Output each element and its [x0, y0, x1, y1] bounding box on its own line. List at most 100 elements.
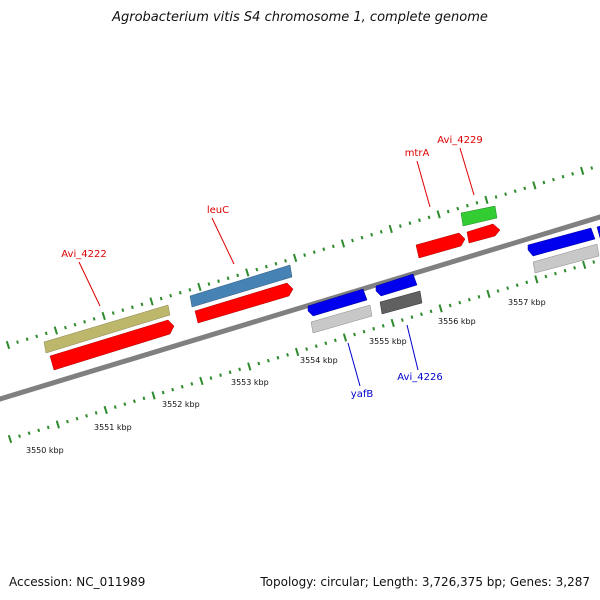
minor-tick	[542, 180, 546, 185]
minor-tick	[94, 411, 98, 415]
feature-lightgray-2[interactable]	[532, 243, 600, 274]
label-leuC: leuC	[207, 205, 229, 216]
minor-tick	[85, 414, 88, 418]
minor-tick	[219, 373, 222, 377]
minor-tick	[552, 177, 555, 182]
scale-label: 3557 kbp	[508, 298, 546, 307]
major-tick	[388, 224, 393, 234]
minor-tick	[362, 329, 366, 334]
gene-yafB[interactable]	[307, 288, 368, 317]
minor-tick	[523, 186, 527, 191]
minor-tick	[322, 247, 326, 252]
major-tick	[582, 260, 587, 269]
minor-tick	[171, 387, 175, 392]
gene-mtrA[interactable]	[415, 232, 466, 259]
minor-tick	[554, 271, 557, 276]
major-tick	[436, 210, 441, 219]
minor-tick	[351, 238, 354, 243]
scale-label: 3556 kbp	[438, 317, 476, 326]
reverse-strand-features	[307, 223, 600, 317]
major-tick	[199, 376, 204, 386]
minor-tick	[286, 353, 289, 357]
minor-tick	[178, 290, 182, 295]
minor-tick	[465, 203, 469, 208]
scale-label: 3552 kbp	[162, 400, 200, 409]
minor-tick	[372, 326, 376, 331]
feature-lightgray-1[interactable]	[310, 304, 373, 334]
minor-tick	[448, 303, 452, 308]
gene-leuC[interactable]	[194, 282, 294, 324]
minor-tick	[360, 235, 364, 240]
minor-tick	[161, 390, 165, 395]
major-tick	[5, 340, 11, 350]
label-leaders	[78, 147, 475, 387]
minor-tick	[475, 201, 479, 205]
forward-strand-features	[49, 223, 501, 371]
gene-right-blue-edge[interactable]	[596, 223, 600, 239]
feature-steelblue[interactable]	[189, 264, 293, 308]
major-tick	[340, 239, 346, 248]
minor-tick	[276, 355, 280, 360]
minor-tick	[563, 268, 567, 273]
major-tick	[292, 253, 298, 263]
upper-features	[43, 205, 498, 354]
major-tick	[55, 420, 60, 429]
minor-tick	[381, 324, 385, 328]
minor-tick	[92, 317, 96, 321]
minor-tick	[142, 396, 146, 401]
major-tick	[247, 362, 252, 371]
minor-tick	[418, 218, 421, 223]
minor-tick	[217, 279, 220, 283]
minor-tick	[140, 302, 144, 307]
feature-green[interactable]	[460, 205, 498, 227]
genome-backbone	[0, 214, 600, 402]
lower-features	[310, 243, 600, 334]
scale-label: 3553 kbp	[231, 378, 269, 387]
minor-tick	[420, 312, 423, 317]
minor-tick	[113, 405, 117, 409]
label-avi-4229: Avi_4229	[437, 135, 482, 146]
topology-text: Topology: circular; Length: 3,726,375 bp…	[260, 575, 590, 589]
minor-tick	[477, 295, 481, 299]
label-avi-4222: Avi_4222	[61, 249, 106, 260]
minor-tick	[458, 300, 462, 305]
minor-tick	[398, 224, 402, 228]
minor-tick	[561, 174, 565, 179]
major-tick	[7, 434, 13, 444]
minor-tick	[370, 232, 374, 237]
minor-tick	[46, 425, 50, 430]
feature-darkgray[interactable]	[379, 290, 423, 315]
minor-tick	[314, 344, 318, 348]
minor-tick	[121, 308, 125, 312]
minor-tick	[456, 206, 460, 211]
scale-label: 3554 kbp	[300, 356, 338, 365]
major-tick	[149, 297, 154, 306]
minor-tick	[467, 297, 471, 302]
major-tick	[484, 195, 489, 204]
outer-tick-track	[5, 163, 600, 350]
minor-tick	[64, 325, 67, 330]
major-tick	[532, 181, 537, 190]
gene-avi-4226[interactable]	[375, 273, 418, 297]
minor-tick	[169, 293, 173, 298]
minor-tick	[27, 431, 31, 435]
minor-tick	[305, 347, 309, 351]
gene-avi-4222[interactable]	[49, 319, 175, 371]
minor-tick	[379, 230, 383, 234]
minor-tick	[255, 267, 259, 272]
major-tick	[53, 326, 58, 335]
minor-tick	[590, 166, 594, 170]
minor-tick	[190, 382, 194, 386]
minor-tick	[188, 288, 192, 292]
minor-tick	[274, 261, 278, 266]
major-tick	[534, 275, 539, 284]
minor-tick	[238, 367, 242, 372]
gene-avi-4229[interactable]	[466, 223, 501, 244]
minor-tick	[506, 286, 510, 290]
minor-tick	[408, 221, 412, 225]
gene-right-blue[interactable]	[527, 227, 596, 257]
minor-tick	[494, 195, 498, 199]
minor-tick	[312, 250, 316, 254]
feature-olive[interactable]	[43, 304, 171, 354]
